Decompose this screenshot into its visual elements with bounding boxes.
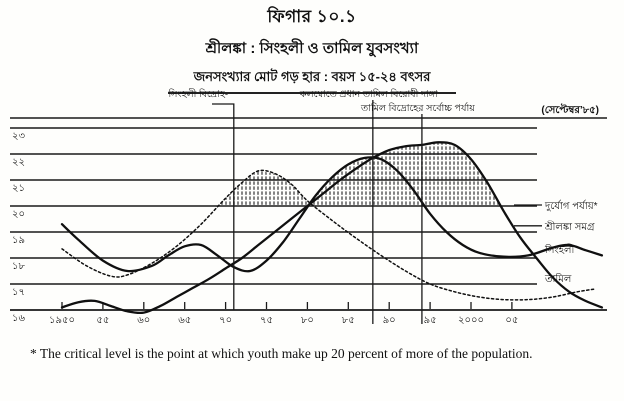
y-tick-label: ১৯ xyxy=(12,235,25,246)
total-curve xyxy=(61,169,595,301)
legend-label-2: সিংহলী xyxy=(544,243,574,256)
x-tick-label: ৯০ xyxy=(383,315,396,326)
x-tick-label: ৫৫ xyxy=(96,315,109,326)
y-tick-label: ১৬ xyxy=(12,313,25,324)
legend-label-3: তামিল xyxy=(544,273,572,285)
annotation-text-0: সিংহলী বিদ্রোহ- xyxy=(167,87,228,100)
x-tick-label: ৬০ xyxy=(137,315,150,326)
footnote: * The critical level is the point at whi… xyxy=(30,346,533,361)
critical-level-shading xyxy=(219,142,501,206)
x-tick-label: ৯৫ xyxy=(424,315,437,326)
x-tick-label: ৭০ xyxy=(219,315,232,326)
annotation-text-2: তামিল বিদ্রোহের সর্বোচ্চ পর্যায় xyxy=(360,102,476,114)
annotation-line-1971 xyxy=(212,103,235,310)
figure-subtitle-wrap: জনসংখ্যার মোট গড় হার : বয়স ১৫-২৪ বৎসর xyxy=(0,68,624,94)
figure-title-block: ফিগার ১০.১ শ্রীলঙ্কা : সিংহলী ও তামিল যু… xyxy=(0,0,624,94)
legend-label-0: দুর্যোগ পর্যায়* xyxy=(544,200,598,212)
y-tick-label: ২০ xyxy=(12,209,25,220)
y-tick-label: ২৩ xyxy=(12,131,26,142)
date-note-label: (সেপ্টেম্বর’৮৫) xyxy=(541,103,599,116)
x-tick-label: ৮৫ xyxy=(342,315,355,326)
x-tick-label: ০৫ xyxy=(505,315,518,326)
x-tick-label: ৭৫ xyxy=(260,315,273,326)
y-tick-label: ১৮ xyxy=(12,261,25,272)
sinhalese-curve xyxy=(60,156,604,273)
x-tick-label: ৮০ xyxy=(301,315,314,326)
y-tick-label: ২২ xyxy=(12,157,25,168)
figure-title: শ্রীলঙ্কা : সিংহলী ও তামিল যুবসংখ্যা xyxy=(205,40,419,57)
y-tick-label: ১৭ xyxy=(12,287,25,298)
y-tick-label: ২১ xyxy=(12,183,25,194)
annotation-text-1: কলম্বোতে প্রধান তামিল বিরোধী দাঙ্গা xyxy=(299,87,439,100)
x-tick-label: ২০০০ xyxy=(458,315,484,326)
legend-label-1: শ্রীলঙ্কা সমগ্র xyxy=(544,220,595,233)
x-tick-label: ১৯৫০ xyxy=(49,315,75,326)
figure-subtitle: জনসংখ্যার মোট গড় হার : বয়স ১৫-২৪ বৎসর xyxy=(167,68,457,94)
figure-number: ফিগার ১০.১ xyxy=(267,7,357,26)
x-tick-label: ৬৫ xyxy=(178,315,191,326)
tamil-curve xyxy=(60,141,604,315)
youth-bulge-chart: ১৬ ১৭ ১৮ ১৯ ২০ ২১ ২২ ২৩ ১৯৫০ ৫৫ ৬০ ৬৫ ৭০ ৭৫ ৮০ ৮৫ ৯০ ৯৫ ২০… xyxy=(10,87,607,326)
